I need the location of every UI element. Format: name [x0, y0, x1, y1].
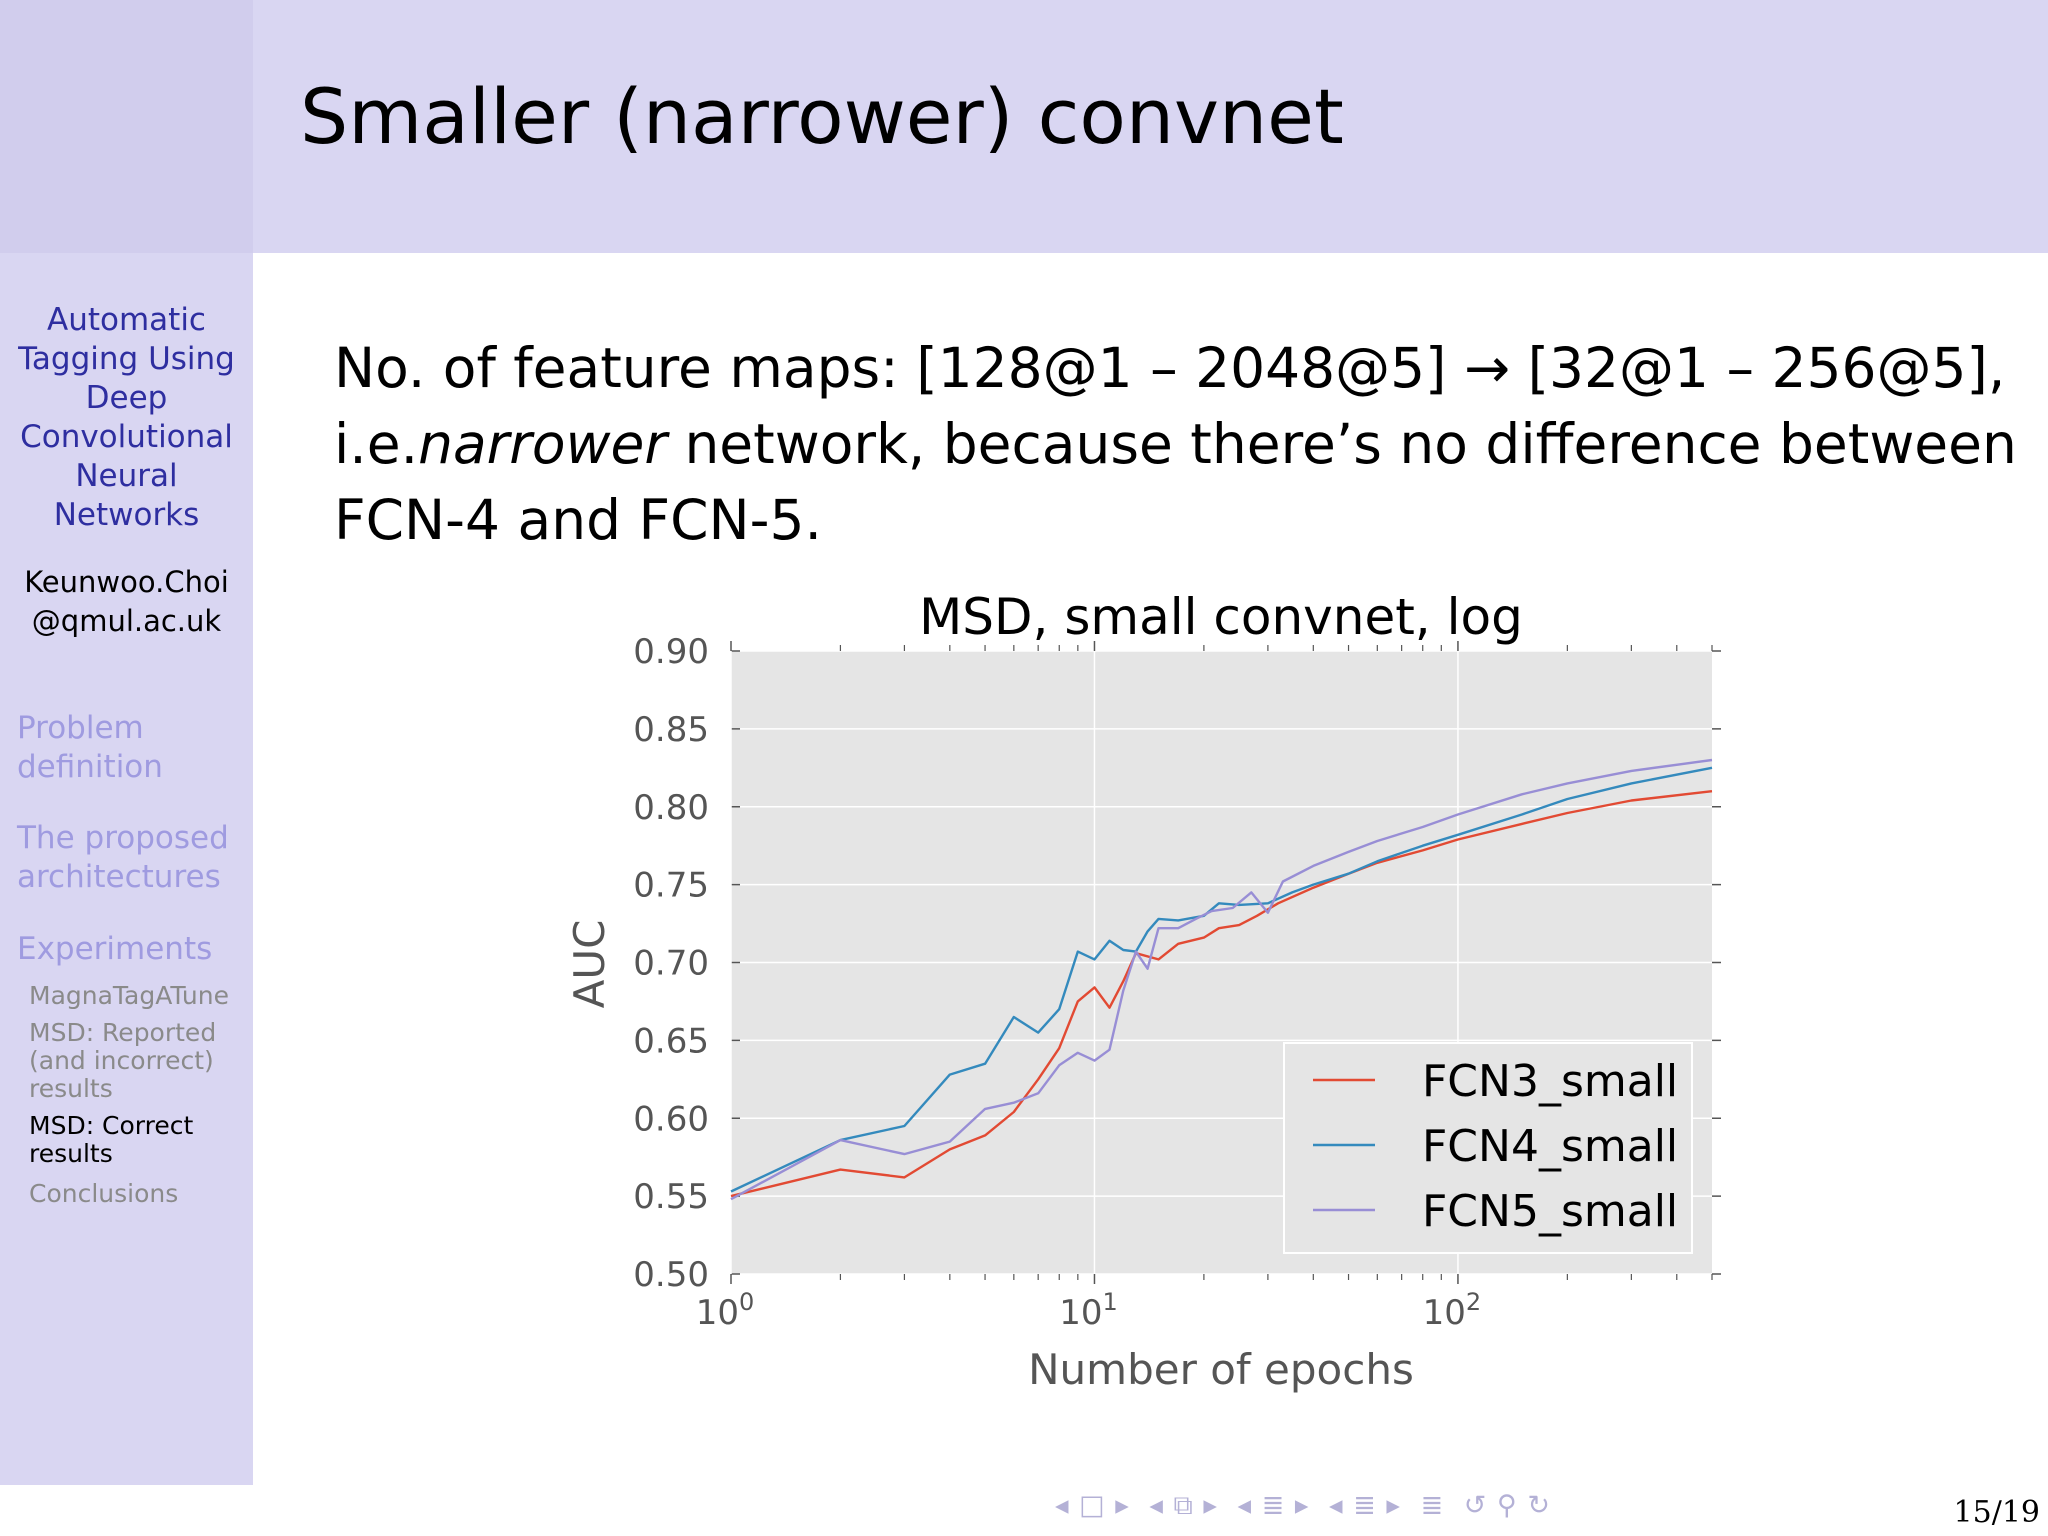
header-bar: Smaller (narrower) convnet	[0, 0, 2048, 253]
y-tick-label: 0.90	[633, 632, 709, 672]
y-axis-label: AUC	[565, 920, 614, 1009]
y-tick-label: 0.60	[633, 1099, 709, 1139]
slide-title: Smaller (narrower) convnet	[300, 72, 1344, 161]
x-tick-label: 101	[1059, 1288, 1118, 1333]
x-axis-label: Number of epochs	[1028, 1345, 1414, 1394]
presentation-title[interactable]: Automatic Tagging Using Deep Convolution…	[18, 302, 235, 533]
legend-label-FCN3_small: FCN3_small	[1422, 1056, 1678, 1107]
y-tick-label: 0.50	[633, 1255, 709, 1295]
series-line-FCN5_small	[730, 758, 1713, 1201]
beamer-navigation-controls: ◂ □ ▸ ◂ ⧉ ▸ ◂ ≣ ▸ ◂ ≣ ▸ ≣ ↺ ⚲ ↻	[1055, 1490, 1561, 1522]
page-number: 15/19	[1953, 1495, 2040, 1530]
nav-toc-icon[interactable]: ≣	[1420, 1490, 1445, 1521]
nav-subsection-control[interactable]: ◂ ⧉ ▸	[1149, 1490, 1218, 1521]
nav-section-problem-definition[interactable]: Problem definition	[17, 710, 163, 785]
header-corner	[0, 0, 253, 253]
emphasis-narrower: narrower	[418, 412, 667, 476]
author-email: Keunwoo.Choi @qmul.ac.uk	[24, 565, 229, 638]
nav-section-experiments[interactable]: Experiments	[17, 931, 213, 967]
y-tick-label: 0.70	[633, 944, 709, 984]
x-tick-label: 100	[696, 1288, 755, 1333]
nav-subsection-msd-correct[interactable]: MSD: Correct results	[29, 1111, 194, 1168]
y-tick-label: 0.55	[633, 1177, 709, 1217]
legend-label-FCN4_small: FCN4_small	[1422, 1121, 1678, 1172]
body-line-3: FCN-4 and FCN-5.	[334, 488, 822, 552]
chart-title: MSD, small convnet, log	[919, 588, 1523, 646]
y-tick-label: 0.85	[633, 710, 709, 750]
auc-line-chart: 0.50 0.55 0.60 0.65 0.70 0.75 0.80 0.85 0.90 100 1…	[565, 588, 1721, 1394]
y-tick-label: 0.75	[633, 866, 709, 906]
x-tick-label: 102	[1423, 1288, 1482, 1333]
nav-section-proposed-architectures[interactable]: The proposed architectures	[17, 820, 229, 895]
legend-box	[1283, 1042, 1693, 1254]
sidebar: Automatic Tagging Using Deep Convolution…	[0, 253, 253, 1485]
nav-subsection-msd-reported[interactable]: MSD: Reported (and incorrect) results	[29, 1018, 217, 1103]
series-line-FCN4_small	[730, 766, 1713, 1193]
nav-search-icon[interactable]: ↺ ⚲ ↻	[1463, 1490, 1551, 1521]
nav-section-control[interactable]: ◂ ≣ ▸	[1237, 1490, 1310, 1521]
nav-subsection-conclusions[interactable]: Conclusions	[29, 1179, 179, 1208]
y-tick-label: 0.65	[633, 1021, 709, 1061]
series-line-FCN3_small	[730, 790, 1713, 1198]
nav-frame-control[interactable]: ◂ □ ▸	[1055, 1490, 1130, 1521]
nav-part-control[interactable]: ◂ ≣ ▸	[1329, 1490, 1401, 1521]
chart-legend: FCN3_small FCN4_small FCN5_small	[1283, 1042, 1693, 1254]
y-tick-label: 0.80	[633, 788, 709, 828]
nav-subsection-magnatagatune[interactable]: MagnaTagATune	[29, 981, 229, 1010]
slide-body-text: No. of feature maps: [128@1 – 2048@5] → …	[334, 330, 2017, 558]
legend-label-FCN5_small: FCN5_small	[1422, 1186, 1678, 1237]
body-line-2: i.e.narrower network, because there’s no…	[334, 412, 2017, 476]
body-line-1: No. of feature maps: [128@1 – 2048@5] → …	[334, 336, 2006, 400]
